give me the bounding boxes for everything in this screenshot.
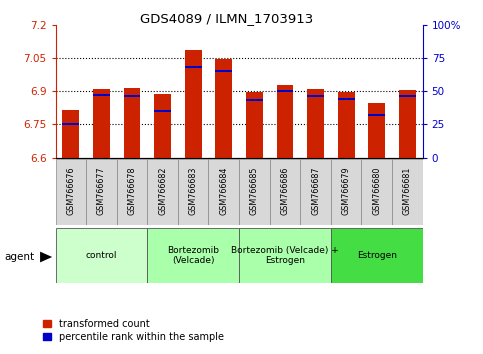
Bar (277, 90, 293, 92)
Bar (300, 159, 331, 225)
Bar (331, 228, 423, 283)
Bar (399, 90, 416, 158)
Bar (331, 159, 361, 225)
Bar (154, 95, 171, 158)
Text: GDS4089 / ILMN_1703913: GDS4089 / ILMN_1703913 (141, 12, 313, 25)
Polygon shape (40, 252, 52, 262)
Text: GSM766681: GSM766681 (403, 166, 412, 215)
Bar (178, 159, 209, 225)
Bar (62, 123, 79, 125)
Bar (239, 228, 331, 283)
Bar (185, 66, 201, 68)
Bar (369, 114, 385, 116)
Bar (369, 103, 385, 158)
Bar (270, 159, 300, 225)
Text: GSM766686: GSM766686 (281, 166, 289, 215)
Text: GSM766678: GSM766678 (128, 166, 137, 215)
Text: Bortezomib (Velcade) +
Estrogen: Bortezomib (Velcade) + Estrogen (231, 246, 339, 266)
Bar (338, 98, 355, 100)
Bar (124, 88, 141, 158)
Bar (239, 159, 270, 225)
Bar (86, 159, 117, 225)
Bar (277, 85, 293, 158)
Bar (154, 110, 171, 112)
Text: GSM766684: GSM766684 (219, 166, 228, 215)
Bar (338, 92, 355, 158)
Bar (147, 159, 178, 225)
Text: GSM766680: GSM766680 (372, 166, 381, 215)
Bar (392, 159, 423, 225)
Text: agent: agent (5, 252, 35, 262)
Text: GSM766679: GSM766679 (341, 166, 351, 215)
Bar (209, 159, 239, 225)
Bar (185, 50, 201, 158)
Bar (215, 70, 232, 72)
Text: GSM766685: GSM766685 (250, 166, 259, 215)
Bar (215, 59, 232, 158)
Text: GSM766682: GSM766682 (158, 166, 167, 215)
Text: control: control (85, 251, 117, 260)
Bar (399, 96, 416, 97)
Bar (56, 228, 147, 283)
Text: GSM766677: GSM766677 (97, 166, 106, 215)
Bar (246, 92, 263, 158)
Bar (246, 99, 263, 102)
Text: Bortezomib
(Velcade): Bortezomib (Velcade) (167, 246, 219, 266)
Bar (361, 159, 392, 225)
Legend: transformed count, percentile rank within the sample: transformed count, percentile rank withi… (39, 315, 228, 346)
Bar (56, 159, 86, 225)
Bar (307, 89, 324, 158)
Text: GSM766687: GSM766687 (311, 166, 320, 215)
Bar (307, 96, 324, 97)
Bar (117, 159, 147, 225)
Bar (147, 228, 239, 283)
Bar (93, 94, 110, 96)
Text: GSM766683: GSM766683 (189, 166, 198, 215)
Bar (93, 89, 110, 158)
Text: GSM766676: GSM766676 (66, 166, 75, 215)
Text: Estrogen: Estrogen (357, 251, 397, 260)
Bar (62, 110, 79, 158)
Bar (124, 96, 141, 97)
